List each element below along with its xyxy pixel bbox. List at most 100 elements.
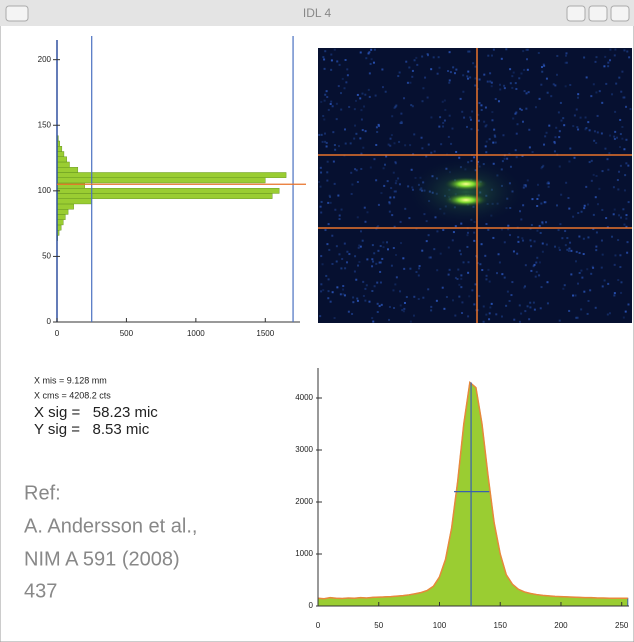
noise-dot xyxy=(355,278,358,281)
x-tick-label: 100 xyxy=(433,621,447,630)
noise-dot xyxy=(526,305,529,308)
noise-dot xyxy=(329,195,332,198)
noise-dot xyxy=(531,198,534,201)
noise-dot xyxy=(616,179,619,182)
noise-dot xyxy=(447,135,450,138)
noise-dot xyxy=(325,141,328,144)
noise-dot xyxy=(474,65,477,68)
noise-dot xyxy=(398,71,401,74)
noise-dot xyxy=(519,107,522,110)
noise-dot xyxy=(323,118,326,121)
noise-dot xyxy=(525,92,528,95)
noise-dot xyxy=(593,130,596,133)
noise-dot xyxy=(421,100,424,103)
noise-dot xyxy=(322,114,325,117)
noise-dot xyxy=(336,286,339,289)
noise-dot xyxy=(473,239,476,242)
noise-dot xyxy=(528,128,531,131)
noise-dot xyxy=(394,182,397,185)
noise-dot xyxy=(514,82,517,85)
close-button[interactable] xyxy=(610,5,630,22)
noise-dot xyxy=(558,319,561,322)
noise-dot xyxy=(577,96,580,99)
noise-dot xyxy=(342,293,345,296)
noise-dot xyxy=(623,148,626,151)
noise-dot xyxy=(558,246,561,249)
noise-dot xyxy=(522,204,525,207)
noise-dot xyxy=(458,249,461,252)
x-tick-label: 500 xyxy=(120,329,134,338)
minimize-button[interactable] xyxy=(566,5,586,22)
noise-dot xyxy=(321,140,324,143)
noise-dot xyxy=(545,131,548,134)
noise-dot xyxy=(624,174,627,177)
noise-dot xyxy=(403,301,406,304)
noise-dot xyxy=(398,183,401,186)
noise-dot xyxy=(564,54,567,57)
noise-dot xyxy=(346,250,349,253)
noise-dot xyxy=(341,77,344,80)
noise-dot xyxy=(440,143,443,146)
noise-dot xyxy=(550,95,553,98)
noise-dot xyxy=(509,82,512,85)
noise-dot xyxy=(528,318,531,321)
noise-dot xyxy=(477,129,480,132)
noise-dot xyxy=(372,320,375,323)
noise-dot xyxy=(373,158,376,161)
noise-dot xyxy=(624,310,627,313)
noise-dot xyxy=(354,124,357,127)
noise-dot xyxy=(371,258,374,261)
noise-dot xyxy=(451,127,454,130)
noise-dot xyxy=(582,237,585,240)
reference-line: A. Andersson et al., xyxy=(24,515,197,537)
noise-dot xyxy=(430,68,433,71)
noise-dot xyxy=(512,250,515,253)
noise-dot xyxy=(422,296,425,299)
noise-dot xyxy=(572,125,575,128)
noise-dot xyxy=(517,236,520,239)
noise-dot xyxy=(488,138,491,141)
noise-dot xyxy=(595,249,598,252)
noise-dot xyxy=(584,128,587,131)
noise-dot xyxy=(489,306,492,309)
noise-dot xyxy=(526,58,529,61)
noise-dot xyxy=(377,123,380,126)
noise-dot xyxy=(545,77,548,80)
noise-dot xyxy=(494,98,497,101)
noise-dot xyxy=(536,256,539,259)
noise-dot xyxy=(321,263,324,266)
noise-dot xyxy=(614,130,617,133)
noise-dot xyxy=(413,133,416,136)
noise-dot xyxy=(477,119,480,122)
noise-dot xyxy=(592,173,595,176)
noise-dot xyxy=(601,285,604,288)
stat-line: X sig = 58.23 mic xyxy=(34,404,158,421)
noise-dot xyxy=(526,48,529,51)
noise-dot xyxy=(361,129,364,132)
noise-dot xyxy=(622,96,625,99)
noise-dot xyxy=(572,294,575,297)
noise-dot xyxy=(351,183,354,186)
noise-dot xyxy=(373,252,376,255)
noise-dot xyxy=(564,230,567,233)
noise-dot xyxy=(393,307,396,310)
noise-dot xyxy=(626,241,629,244)
window-menu-button[interactable] xyxy=(5,5,29,22)
noise-dot xyxy=(375,143,378,146)
noise-dot xyxy=(425,220,428,223)
noise-dot xyxy=(508,152,511,155)
noise-dot xyxy=(365,57,368,60)
noise-dot xyxy=(621,70,624,73)
noise-dot xyxy=(590,179,593,182)
noise-dot xyxy=(616,136,619,139)
noise-dot xyxy=(430,309,433,312)
noise-dot xyxy=(536,205,539,208)
noise-dot xyxy=(528,146,531,149)
noise-dot xyxy=(454,276,457,279)
noise-dot xyxy=(400,122,403,125)
noise-dot xyxy=(515,111,518,114)
noise-dot xyxy=(620,90,623,93)
maximize-button[interactable] xyxy=(588,5,608,22)
noise-dot xyxy=(480,109,483,112)
histogram-bar xyxy=(56,198,92,205)
